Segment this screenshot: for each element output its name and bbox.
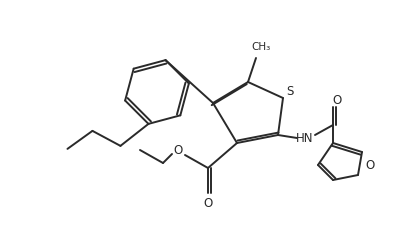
- Text: O: O: [203, 196, 213, 209]
- Text: O: O: [332, 94, 342, 107]
- Text: O: O: [365, 159, 375, 172]
- Text: HN: HN: [296, 131, 314, 144]
- Text: O: O: [173, 143, 183, 157]
- Text: S: S: [286, 84, 294, 98]
- Text: CH₃: CH₃: [251, 42, 271, 52]
